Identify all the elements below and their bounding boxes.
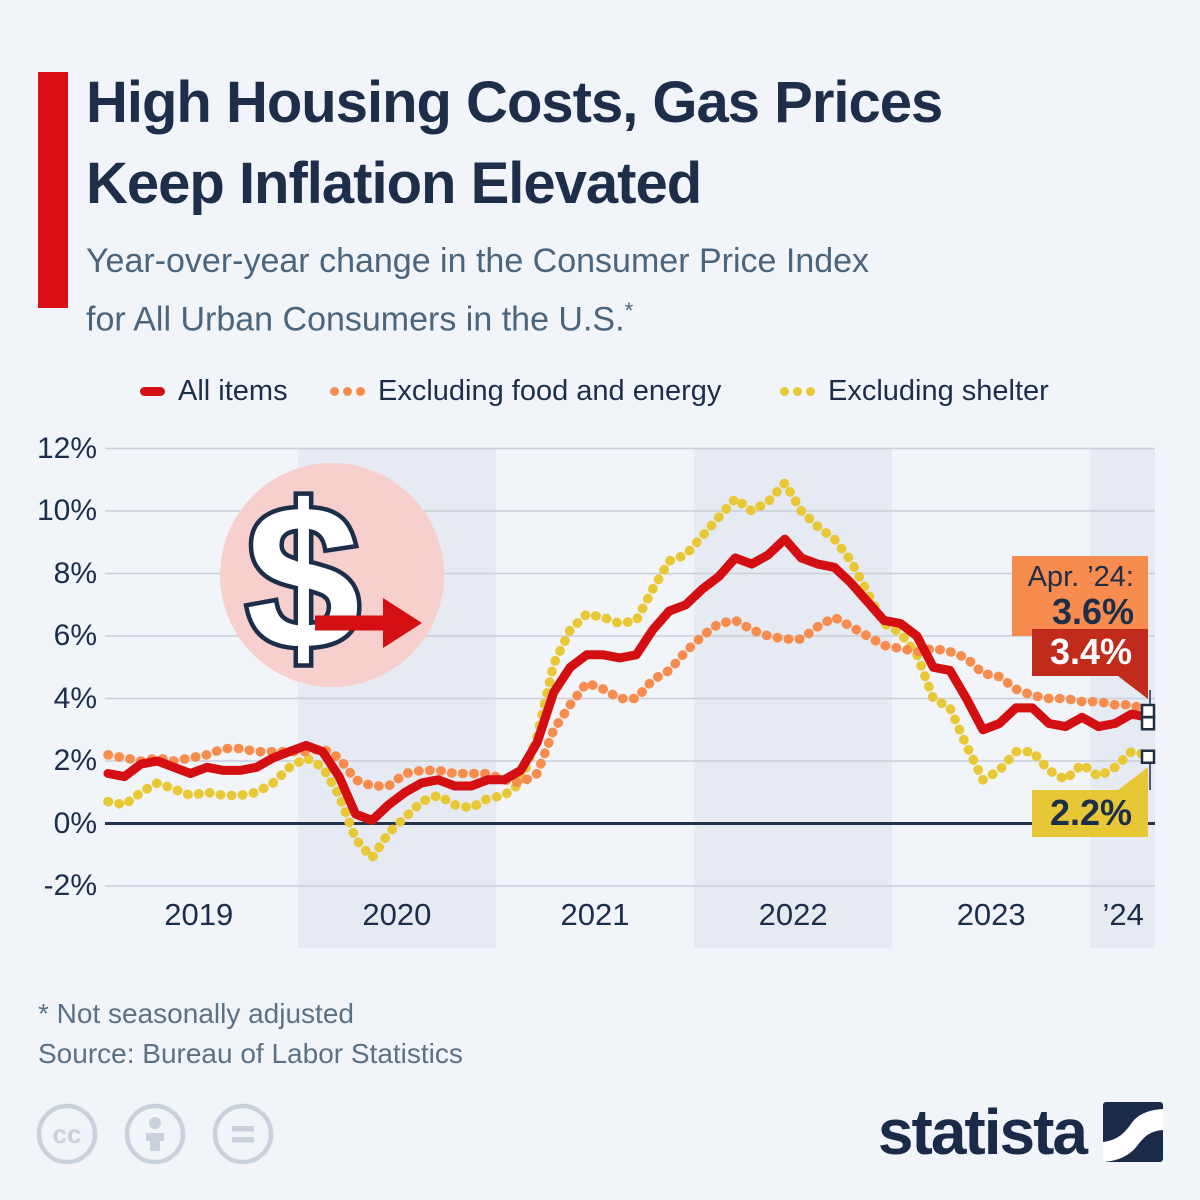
callout-ex-food-energy: Apr. ’24: 3.6%	[1011, 556, 1148, 636]
callout-all-items: 3.4%	[1031, 629, 1149, 699]
legend-swatch-dotted	[780, 386, 815, 396]
title-line-1: High Housing Costs, Gas Prices	[86, 70, 943, 135]
legend-item-ex-food-energy: Excluding food and energy	[330, 374, 721, 408]
footnote: * Not seasonally adjusted	[38, 998, 354, 1029]
legend-swatch-dotted	[330, 386, 365, 396]
series-line-excluding-shelter	[103, 478, 1153, 863]
statista-logo-icon[interactable]	[1103, 1102, 1163, 1162]
cc-icon[interactable]: cc	[36, 1103, 98, 1165]
series-end-marker	[1140, 749, 1156, 764]
subtitle-line-2: for All Urban Consumers in the U.S.	[86, 300, 625, 339]
legend-swatch-solid	[140, 386, 165, 396]
statista-branding[interactable]: statista	[878, 1100, 1163, 1164]
legend-item-ex-shelter: Excluding shelter	[780, 374, 1049, 408]
source-note: Source: Bureau of Labor Statistics	[38, 1038, 463, 1069]
callout-all-items-value: 3.4%	[1049, 631, 1132, 672]
svg-text:cc: cc	[53, 1119, 82, 1149]
arrow-right-icon	[383, 598, 422, 648]
title-accent-bar	[38, 72, 68, 308]
cc-attribution-icon[interactable]	[124, 1103, 186, 1165]
legend-label: Excluding food and energy	[378, 374, 722, 407]
legend-label: All items	[178, 374, 288, 407]
dollar-sign-icon: $	[246, 463, 360, 692]
subtitle-line-1: Year-over-year change in the Consumer Pr…	[86, 242, 870, 280]
series-end-marker	[1140, 703, 1156, 719]
cc-equal-icon[interactable]	[212, 1103, 274, 1165]
callout-ex-shelter: 2.2%	[1031, 767, 1149, 837]
series-line-all-items	[103, 534, 1153, 825]
footnote-marker: *	[624, 298, 634, 323]
page-title: High Housing Costs, Gas Prices Keep Infl…	[86, 62, 943, 224]
page-subtitle: Year-over-year change in the Consumer Pr…	[86, 236, 869, 344]
callout-ex-shelter-value: 2.2%	[1049, 792, 1132, 833]
callout-core-value: 3.6%	[1051, 591, 1134, 632]
statista-logo-text[interactable]: statista	[877, 1096, 1088, 1168]
series-end-marker	[1140, 716, 1156, 731]
legend-item-all-items: All items	[140, 374, 288, 408]
legend-label: Excluding shelter	[828, 374, 1049, 407]
cc-license-icons[interactable]: cc	[36, 1103, 274, 1165]
callout-date-label: Apr. ’24:	[1027, 561, 1134, 593]
title-line-2: Keep Inflation Elevated	[86, 151, 702, 216]
